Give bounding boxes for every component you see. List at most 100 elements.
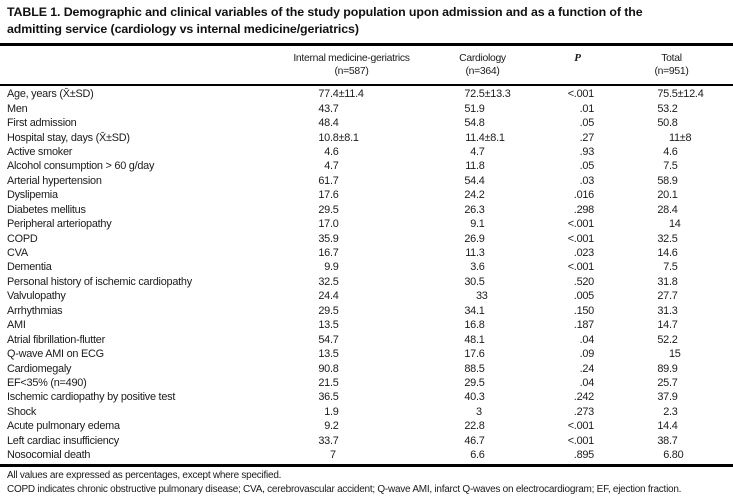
cell-total-frac: .7: [669, 319, 678, 332]
column-header-total-name: Total: [661, 53, 682, 64]
cell-internal-medicine-int: 61: [318, 174, 330, 187]
cell-total-int: 53: [657, 102, 669, 115]
cell-cardiology-int: 88: [464, 362, 476, 375]
table-row: Valvulopathy 24.4 33 .005 27.7: [0, 289, 733, 303]
cell-cardiology-int: 40: [464, 391, 476, 404]
cell-total-int: 37: [657, 391, 669, 404]
cell-p-value: .27: [579, 131, 595, 144]
cell-cardiology-int: 11: [465, 247, 476, 260]
cell-internal-medicine-frac: .7: [330, 174, 339, 187]
table-row: Diabetes mellitus 29.5 26.3.298 28.4: [0, 203, 733, 217]
row-label: Nosocomial death: [7, 449, 91, 462]
cell-internal-medicine: 4.7: [283, 160, 420, 172]
table-body: Age, years (X̄±SD) 77.4±11.4 72.5±13.3 <.00…: [0, 87, 733, 462]
cell-total-frac: .9: [669, 174, 678, 187]
cell-internal-medicine-frac: .7: [330, 102, 339, 115]
column-header-total: Total (n=951): [610, 52, 733, 78]
cell-p-value: .242: [573, 391, 594, 404]
cell-cardiology-frac: .6: [476, 449, 485, 462]
column-header-cardiology-name: Cardiology: [459, 53, 506, 64]
cell-total-frac: .9: [669, 362, 678, 375]
cell-cardiology-frac: .5: [476, 362, 485, 375]
cell-internal-medicine-int: 90: [318, 362, 330, 375]
row-label: Diabetes mellitus: [7, 203, 86, 216]
table-row: Men 43.7 51.9.01 53.2: [0, 101, 733, 115]
cell-internal-medicine: 21.5: [283, 377, 420, 389]
cell-cardiology: 16.8: [420, 319, 545, 331]
cell-internal-medicine-frac: .4±11.4: [330, 88, 364, 101]
column-header-cardiology: Cardiology (n=364): [420, 52, 545, 78]
cell-cardiology: 11.4±8.1: [420, 132, 545, 144]
column-header-p-value: P: [545, 52, 610, 78]
table-title: TABLE 1. Demographic and clinical variab…: [7, 4, 730, 38]
cell-internal-medicine-int: 10: [318, 131, 330, 144]
cell-total-frac: .7: [669, 290, 678, 303]
cell-total: 89.9: [610, 363, 733, 375]
cell-cardiology: 4.7: [420, 146, 545, 158]
cell-total: 2.3: [610, 406, 733, 418]
cell-cardiology-int: 24: [464, 189, 476, 202]
row-label: First admission: [7, 117, 77, 130]
cell-total: 53.2: [610, 103, 733, 115]
cell-p-value: .93: [579, 145, 595, 158]
cell-cardiology-int: 72: [464, 88, 476, 101]
cell-total: 27.7: [610, 290, 733, 302]
cell-total: 31.8: [610, 276, 733, 288]
row-label: Active smoker: [7, 145, 73, 158]
cell-internal-medicine: 35.9: [283, 233, 420, 245]
cell-p-value: .273: [573, 405, 594, 418]
cell-total: 7.5: [610, 261, 733, 273]
cell-cardiology: 30.5: [420, 276, 545, 288]
cell-total: 75.5±12.4: [610, 88, 733, 100]
cell-p-value: .03: [579, 174, 595, 187]
cell-total-int: 14: [657, 319, 669, 332]
cell-total-frac: 11±8: [669, 131, 692, 144]
cell-total-int: 27: [657, 290, 669, 303]
cell-total-int: 4: [663, 145, 669, 158]
table-row: Ischemic cardiopathy by positive test 36.…: [0, 390, 733, 404]
cell-total-frac: .5±12.4: [669, 88, 704, 101]
cell-total-int: 32: [657, 232, 669, 245]
row-label: Hospital stay, days (X̄±SD): [7, 131, 130, 144]
cell-total: 32.5: [610, 233, 733, 245]
cell-total: 52.2: [610, 334, 733, 346]
cell-total-frac: .8: [669, 117, 678, 130]
cell-internal-medicine-int: 36: [318, 391, 330, 404]
cell-internal-medicine-frac: .4: [330, 290, 339, 303]
header-rule: [0, 84, 733, 86]
cell-cardiology-frac: .3: [476, 247, 485, 260]
cell-internal-medicine: 29.5: [283, 204, 420, 216]
cell-internal-medicine: 24.4: [283, 290, 420, 302]
cell-internal-medicine-frac: .5: [330, 376, 339, 389]
cell-internal-medicine-int: 77: [318, 88, 330, 101]
cell-cardiology-int: 26: [464, 203, 476, 216]
cell-cardiology-frac: .9: [476, 232, 485, 245]
cell-cardiology-int: 4: [470, 145, 476, 158]
cell-cardiology: 6.6: [420, 449, 545, 461]
cell-cardiology-int: 9: [470, 218, 476, 231]
cell-cardiology-int: 11: [465, 160, 476, 173]
cell-total: 14.6: [610, 247, 733, 259]
cell-internal-medicine: 16.7: [283, 247, 420, 259]
cell-internal-medicine: 90.8: [283, 363, 420, 375]
cell-cardiology-frac: .5: [476, 275, 485, 288]
cell-internal-medicine: 17.0: [283, 218, 420, 230]
cell-cardiology-frac: .6: [476, 261, 485, 274]
table-footnotes: All values are expressed as percentages,…: [7, 469, 730, 497]
cell-internal-medicine: 17.6: [283, 189, 420, 201]
cell-internal-medicine-int: 9: [324, 420, 330, 433]
cell-total-int: 14: [657, 247, 669, 260]
table-row: Dyslipemia 17.6 24.2.016 20.1: [0, 188, 733, 202]
cell-internal-medicine: 9.2: [283, 420, 420, 432]
cell-internal-medicine-int: 48: [318, 117, 330, 130]
cell-cardiology-int: 51: [464, 102, 476, 115]
cell-cardiology: 72.5±13.3: [420, 88, 545, 100]
cell-total-frac: .8: [669, 275, 678, 288]
cell-internal-medicine-int: 29: [318, 203, 330, 216]
cell-total-int: 31: [657, 304, 669, 317]
cell-internal-medicine-int: 13: [318, 348, 330, 361]
cell-internal-medicine-frac: .4: [330, 117, 339, 130]
cell-internal-medicine-int: 16: [318, 247, 330, 260]
cell-total-int: 89: [657, 362, 669, 375]
